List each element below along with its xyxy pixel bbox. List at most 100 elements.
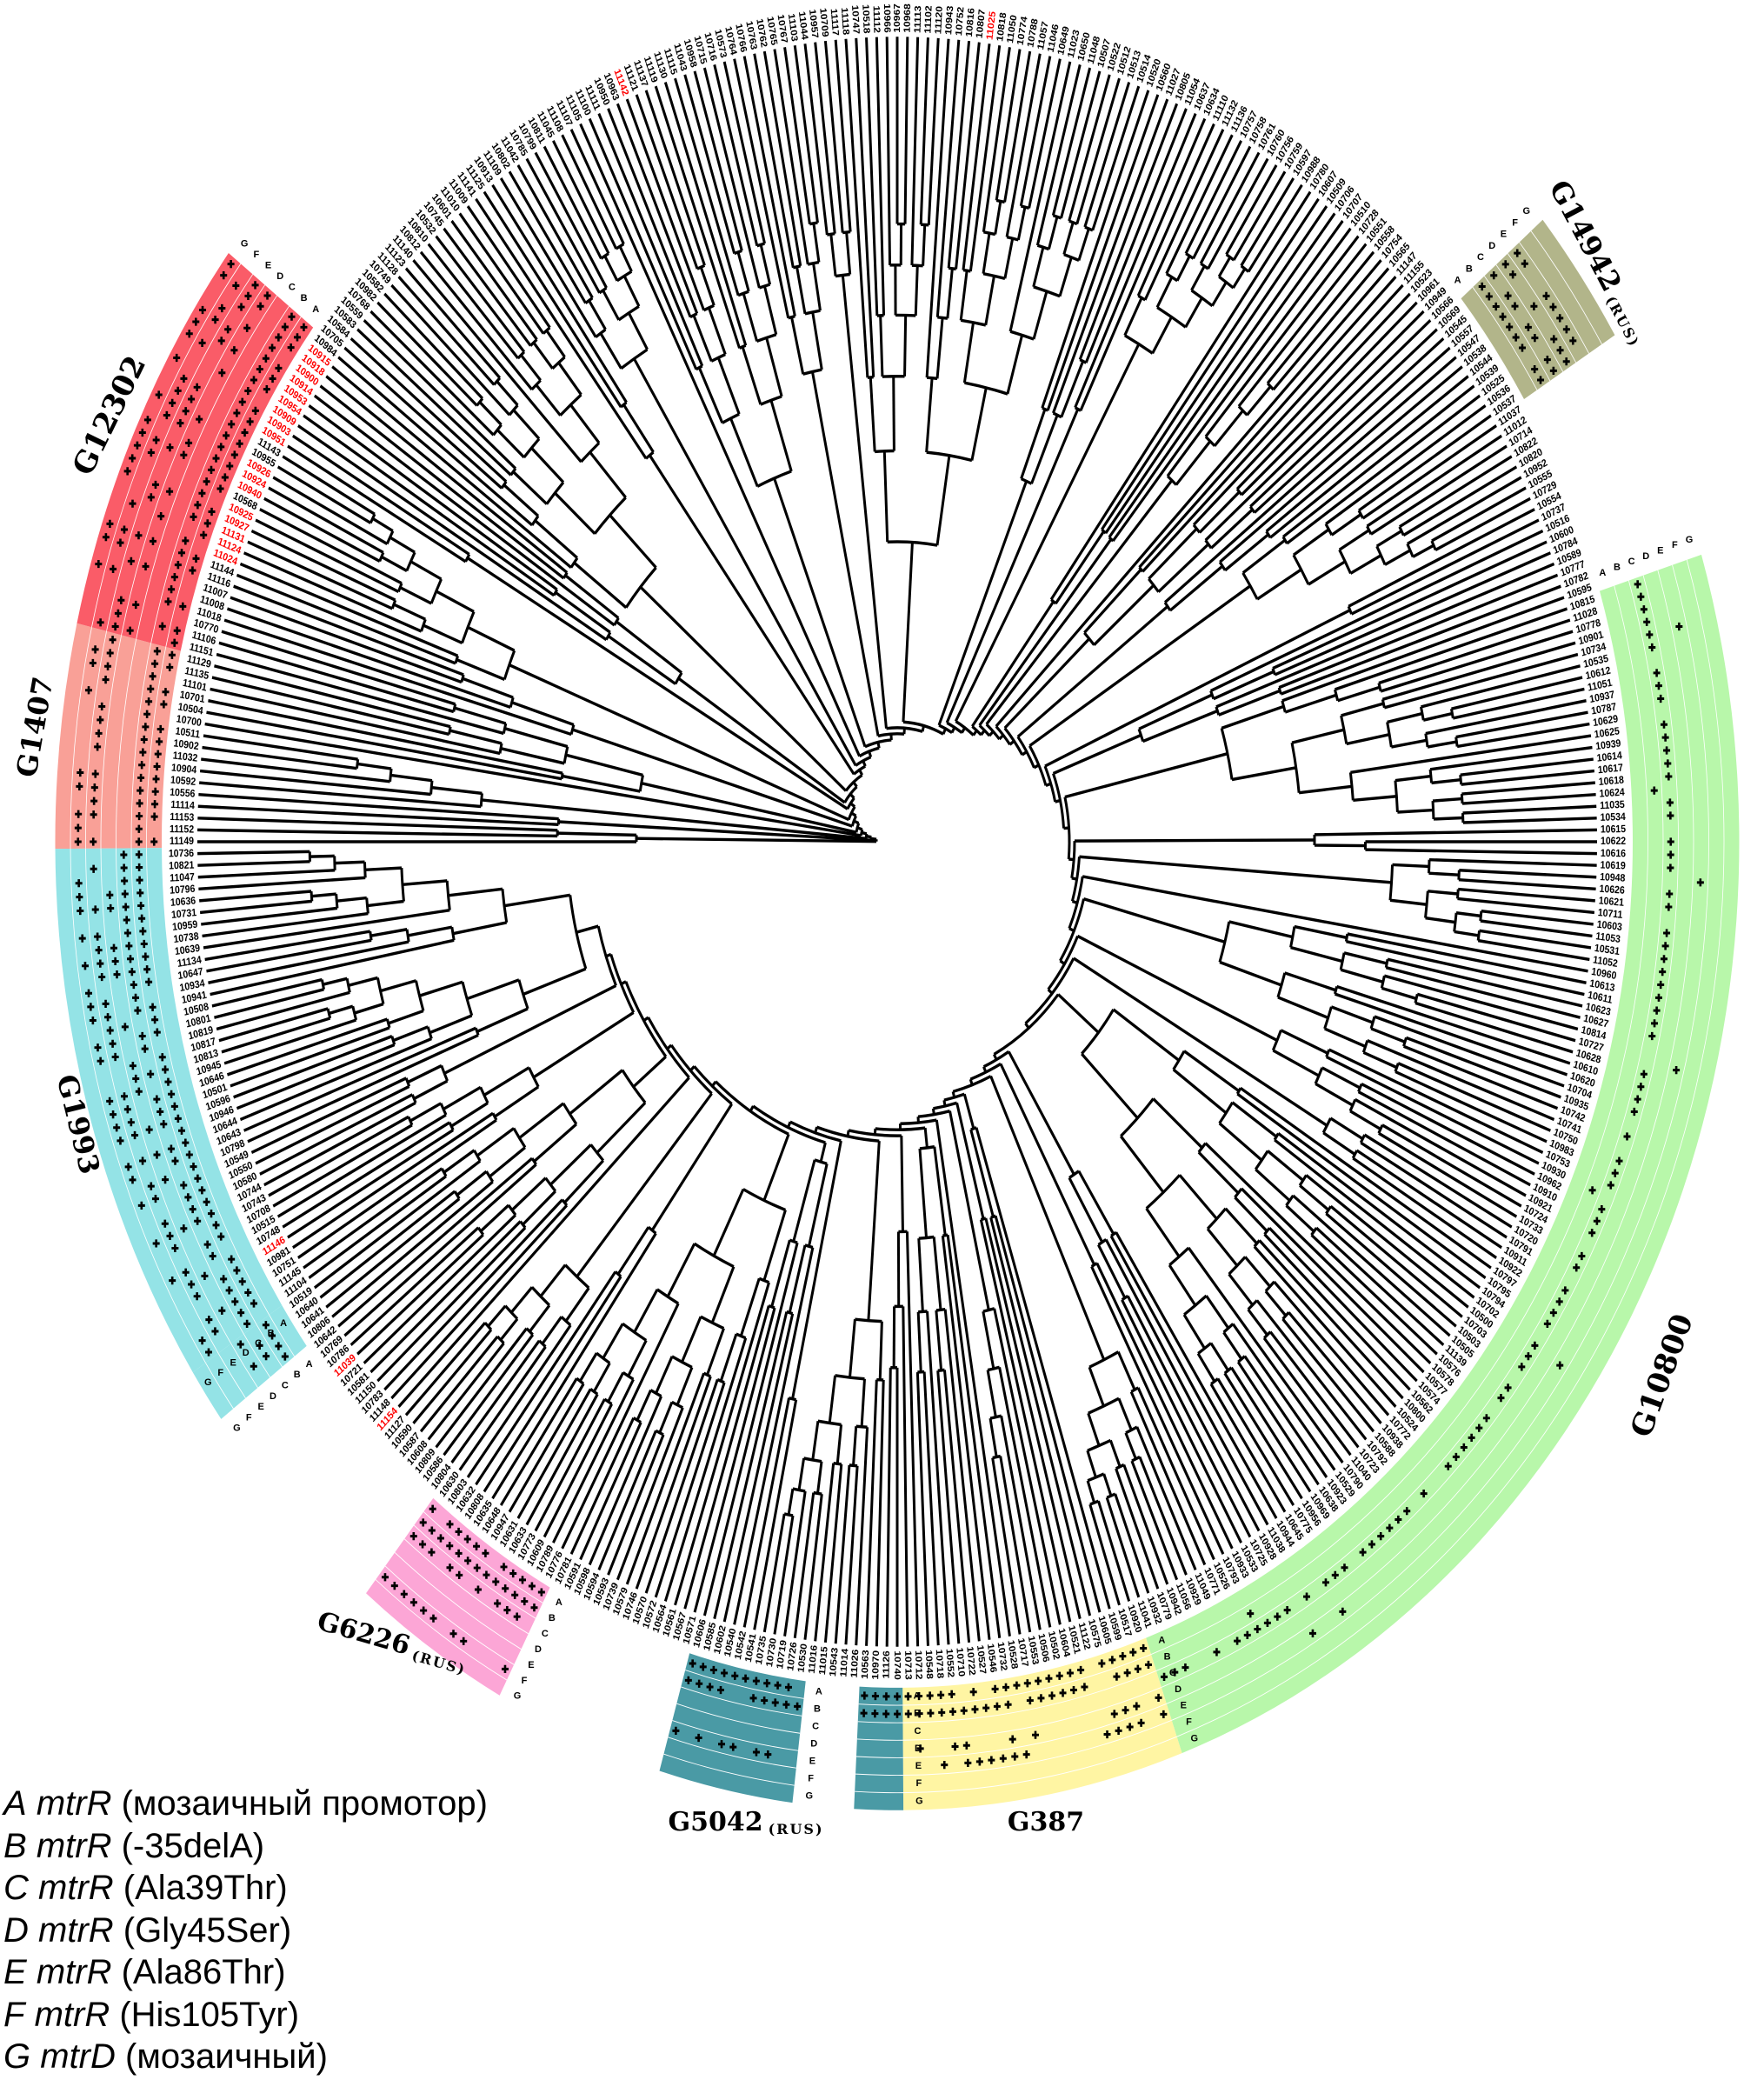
mutation-mark-b (136, 863, 143, 872)
branch (462, 677, 514, 699)
branch (693, 1307, 776, 1613)
mutation-mark-c (1524, 323, 1532, 331)
mutation-mark-b (982, 1703, 990, 1712)
branch (910, 37, 920, 266)
mutation-mark-g (133, 441, 141, 450)
mutation-mark-b (162, 1065, 170, 1074)
branch (201, 757, 390, 783)
clade-arc (530, 515, 540, 526)
branch (1114, 1493, 1150, 1594)
mutation-mark-b (137, 773, 145, 783)
branch (491, 183, 628, 403)
branch (1402, 465, 1518, 537)
branch (259, 1093, 413, 1176)
mutation-mark-b (275, 1342, 283, 1350)
branch (243, 551, 423, 633)
clade-arc (538, 1339, 547, 1349)
clade-arc (738, 343, 747, 350)
mutation-mark-a (154, 750, 162, 758)
branch (1032, 246, 1045, 288)
branch (1358, 414, 1492, 512)
clade-arc (835, 1374, 865, 1381)
branch (503, 893, 570, 908)
branch (814, 42, 836, 234)
mutation-mark-e (188, 1280, 196, 1289)
leaf-label: 10611 (1587, 990, 1613, 1006)
mutation-mark-a (221, 473, 229, 482)
branch (1095, 1262, 1234, 1550)
mutation-mark-f (232, 281, 240, 290)
group-suffix: (RUS) (1602, 293, 1643, 350)
mutation-mark-b (446, 1542, 454, 1550)
mutation-mark-c (1283, 1606, 1291, 1615)
leaf-label: 10700 (176, 714, 202, 730)
branch (1138, 275, 1397, 569)
legend: A mtrR (мозаичный промотор) B mtrR (-35de… (3, 1783, 488, 2078)
branch (334, 860, 365, 865)
branch (389, 536, 416, 554)
mutation-mark-b (212, 454, 220, 463)
mutation-mark-b (203, 477, 210, 486)
clade-arc (559, 393, 582, 417)
branch (918, 1148, 929, 1238)
mutation-mark-a (236, 439, 243, 448)
branch (263, 1101, 416, 1187)
branch (407, 925, 453, 937)
branch (1104, 1238, 1261, 1532)
ring-letter-d: D (1488, 241, 1495, 251)
mutation-mark-c (1664, 759, 1672, 768)
clade-arc (396, 583, 403, 593)
branch (1461, 781, 1595, 796)
clade-arc (1052, 411, 1062, 419)
mutation-mark-e (147, 1182, 155, 1190)
mutation-mark-c (231, 1297, 239, 1306)
leaf-label: 10718 (934, 1649, 945, 1678)
clade-arc (1079, 357, 1087, 364)
mutation-mark-c (1531, 334, 1539, 343)
ring-letter-e: E (230, 1358, 236, 1369)
branch (1218, 1122, 1263, 1162)
leaf-label: 11052 (1592, 955, 1618, 970)
branch (508, 170, 587, 304)
ring-letter-a: A (556, 1597, 562, 1608)
clade-arc (616, 270, 633, 283)
branch (516, 1388, 592, 1520)
clade-arc (1314, 1067, 1324, 1085)
branch (943, 1309, 981, 1642)
mutation-mark-b (158, 622, 166, 630)
ring-letter-a: A (1454, 276, 1461, 286)
leaf-label: 11015 (818, 1646, 830, 1676)
mutation-mark-g (155, 390, 163, 399)
branch (565, 753, 643, 777)
mutation-mark-b (1037, 1694, 1045, 1703)
mutation-mark-b (151, 1016, 159, 1024)
clade-arc (702, 303, 715, 312)
clade-arc (1449, 708, 1454, 719)
branch (803, 43, 829, 236)
branch (1090, 1265, 1225, 1556)
mutation-mark-d (1550, 335, 1558, 343)
mutation-mark-b (147, 684, 155, 693)
branch (860, 1378, 866, 1427)
mutation-mark-b (190, 512, 197, 521)
mutation-mark-b (1048, 1691, 1056, 1700)
branch (1343, 951, 1388, 965)
mutation-mark-f (77, 768, 84, 777)
leaf-label: 11101 (182, 677, 208, 694)
mutation-mark-c (1663, 746, 1671, 755)
ring-letter-f: F (522, 1676, 528, 1686)
branch (412, 258, 582, 463)
branch (337, 1157, 533, 1328)
branch (1263, 1233, 1411, 1391)
mutation-mark-a (151, 787, 159, 796)
branch (367, 899, 404, 908)
clade-arc (1088, 1350, 1119, 1369)
clade-arc (562, 571, 569, 579)
clade-arc (420, 618, 427, 632)
branch (935, 39, 961, 317)
leaf-label: 10816 (964, 8, 976, 38)
mutation-mark-b (138, 761, 146, 770)
clade-arc (917, 1109, 950, 1118)
ring-divider (1155, 580, 1664, 1671)
